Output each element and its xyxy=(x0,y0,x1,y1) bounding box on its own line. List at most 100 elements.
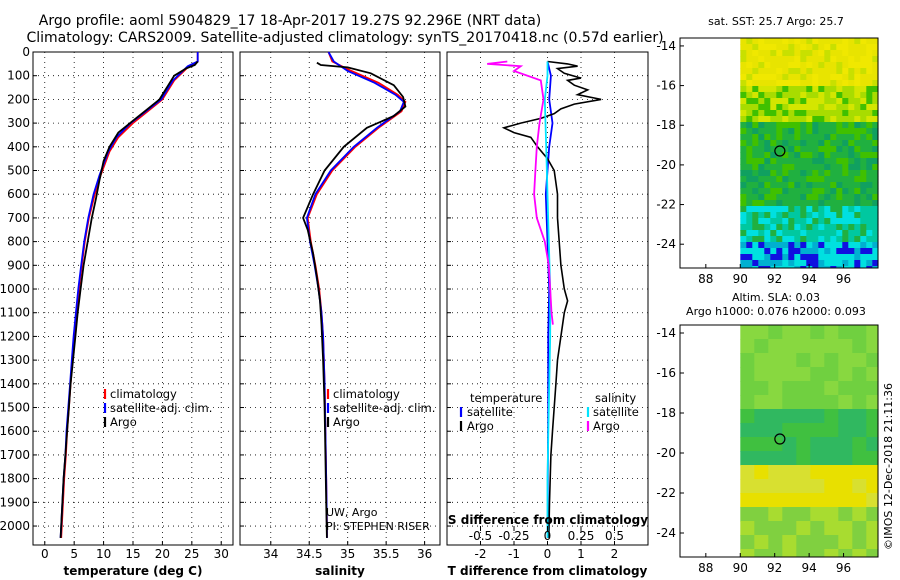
map-cell xyxy=(810,395,825,410)
map-cell xyxy=(746,188,753,195)
map-cell xyxy=(782,409,797,424)
map-cell xyxy=(788,56,795,63)
map-cell xyxy=(854,56,861,63)
map-cell xyxy=(818,104,825,111)
map-cell xyxy=(782,260,789,267)
map-cell xyxy=(842,182,849,189)
depth-tick-label: 1600 xyxy=(0,424,30,438)
map-cell xyxy=(830,116,837,123)
map-cell xyxy=(812,158,819,165)
map-cell xyxy=(752,86,759,93)
x-tick-label: 5 xyxy=(70,547,78,561)
map-cell xyxy=(812,248,819,255)
map-cell xyxy=(836,200,843,207)
map-cell xyxy=(800,212,807,219)
map-cell xyxy=(838,465,853,480)
map-cell xyxy=(794,140,801,147)
map-cell xyxy=(812,152,819,159)
map-cell xyxy=(740,68,747,75)
map-cell xyxy=(776,212,783,219)
map-cell xyxy=(768,423,783,438)
map-cell xyxy=(854,146,861,153)
map-cell xyxy=(842,146,849,153)
x-tick-label: 35.5 xyxy=(373,547,400,561)
map-cell xyxy=(782,80,789,87)
map-cell xyxy=(746,224,753,231)
map-cell xyxy=(866,170,873,177)
map-cell xyxy=(806,92,813,99)
map-cell xyxy=(770,224,777,231)
map-cell xyxy=(824,325,839,340)
map-cell xyxy=(866,104,873,111)
map-cell xyxy=(794,128,801,135)
map-cell xyxy=(782,188,789,195)
map-cell xyxy=(740,158,747,165)
map-cell xyxy=(818,56,825,63)
map-cell xyxy=(818,170,825,177)
map-cell xyxy=(842,248,849,255)
map-cell xyxy=(830,50,837,57)
map-cell xyxy=(842,50,849,57)
map-y-tick-label: -18 xyxy=(656,118,676,132)
map-cell xyxy=(806,206,813,213)
map-cell xyxy=(752,62,759,69)
map-cell xyxy=(746,98,753,105)
map-cell xyxy=(782,68,789,75)
map-cell xyxy=(754,353,769,368)
map-cell xyxy=(770,218,777,225)
map-cell xyxy=(824,110,831,117)
map-cell xyxy=(848,224,855,231)
x-tick-label: 34 xyxy=(263,547,278,561)
map-cell xyxy=(824,479,839,494)
map-cell xyxy=(872,230,879,237)
map-cell xyxy=(824,194,831,201)
map-cell xyxy=(824,248,831,255)
map-cell xyxy=(824,437,839,452)
map-cell xyxy=(872,158,879,165)
map-cell xyxy=(770,266,777,269)
map-cell xyxy=(812,218,819,225)
map-cell xyxy=(770,74,777,81)
map-cell xyxy=(782,98,789,105)
map-cell xyxy=(800,254,807,261)
map-cell xyxy=(866,140,873,147)
map-cell xyxy=(848,164,855,171)
depth-tick-label: 1100 xyxy=(0,306,30,320)
map-cell xyxy=(806,182,813,189)
map-cell xyxy=(812,194,819,201)
map-cell xyxy=(758,242,765,249)
map-cell xyxy=(740,266,747,269)
map-cell xyxy=(800,122,807,129)
map-cell xyxy=(824,260,831,267)
map-cell xyxy=(794,134,801,141)
map-cell xyxy=(854,176,861,183)
map-cell xyxy=(830,62,837,69)
map-cell xyxy=(754,339,769,354)
map-cell xyxy=(830,218,837,225)
map-cell xyxy=(782,92,789,99)
float-position-marker xyxy=(774,433,786,445)
map-cell xyxy=(854,86,861,93)
x-tick-label: 2 xyxy=(611,547,619,561)
legend-label: Argo xyxy=(333,415,360,429)
map-cell xyxy=(746,110,753,117)
map-cell xyxy=(872,50,879,57)
map-cell xyxy=(848,50,855,57)
map-cell xyxy=(800,242,807,249)
depth-tick-label: 1000 xyxy=(0,282,30,296)
map-cell xyxy=(860,218,867,225)
map-cell xyxy=(758,104,765,111)
map-cell xyxy=(752,164,759,171)
s-tick-label: 0.5 xyxy=(605,529,624,543)
map-cell xyxy=(788,248,795,255)
map-cell xyxy=(740,152,747,159)
map-cell xyxy=(866,395,879,410)
map-cell xyxy=(740,479,755,494)
map-cell xyxy=(746,128,753,135)
map-y-tick-label: -24 xyxy=(656,526,676,540)
x-tick-label: -2 xyxy=(475,547,487,561)
map-cell xyxy=(842,236,849,243)
map-cell xyxy=(768,353,783,368)
map-cell xyxy=(848,182,855,189)
map-cell xyxy=(740,521,755,536)
